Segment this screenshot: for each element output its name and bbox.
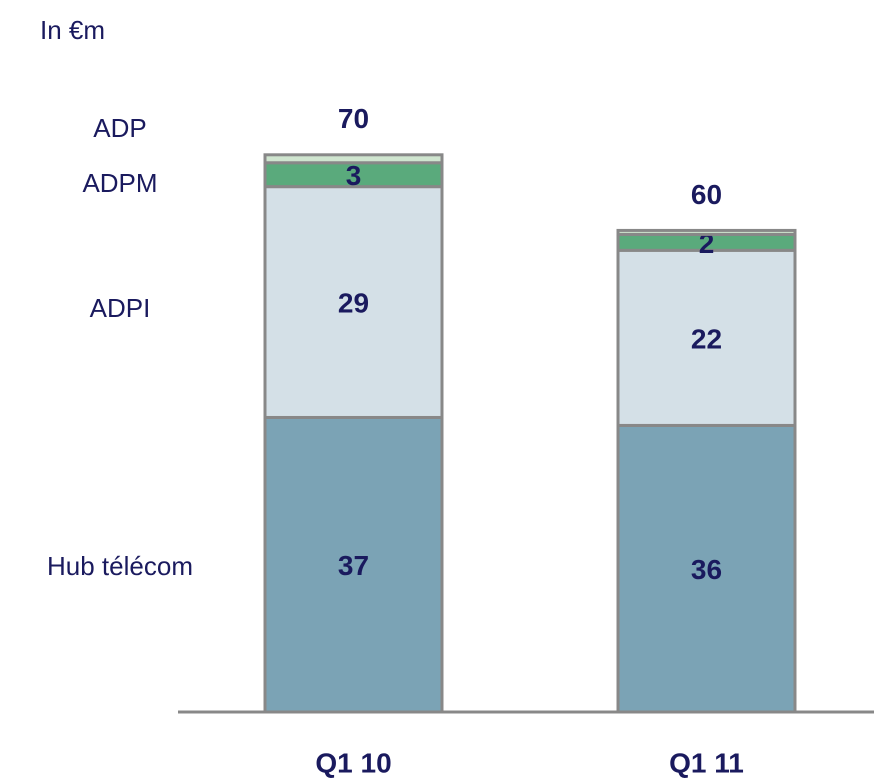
data-label: 36 <box>691 554 722 585</box>
x-tick-label: Q1 10 <box>315 747 391 778</box>
bar-segment <box>616 423 797 714</box>
x-tick-label: Q1 11 <box>669 747 744 778</box>
data-label: 37 <box>338 550 369 581</box>
bar-segment <box>263 153 444 165</box>
data-label: 29 <box>338 287 369 318</box>
legend-label: Hub télécom <box>47 551 193 581</box>
data-label: 22 <box>691 323 722 354</box>
legend-label: ADPI <box>90 293 151 323</box>
bar-segment <box>616 228 797 236</box>
bar-segment <box>616 248 797 427</box>
bar-segment <box>263 415 444 714</box>
total-label: 60 <box>691 179 722 210</box>
legend-label: ADP <box>93 113 146 143</box>
legend-label: ADPM <box>82 168 157 198</box>
data-label: 3 <box>346 160 362 191</box>
chart-title: In €m <box>40 15 105 45</box>
total-label: 70 <box>338 103 369 134</box>
bar-segment <box>263 185 444 419</box>
